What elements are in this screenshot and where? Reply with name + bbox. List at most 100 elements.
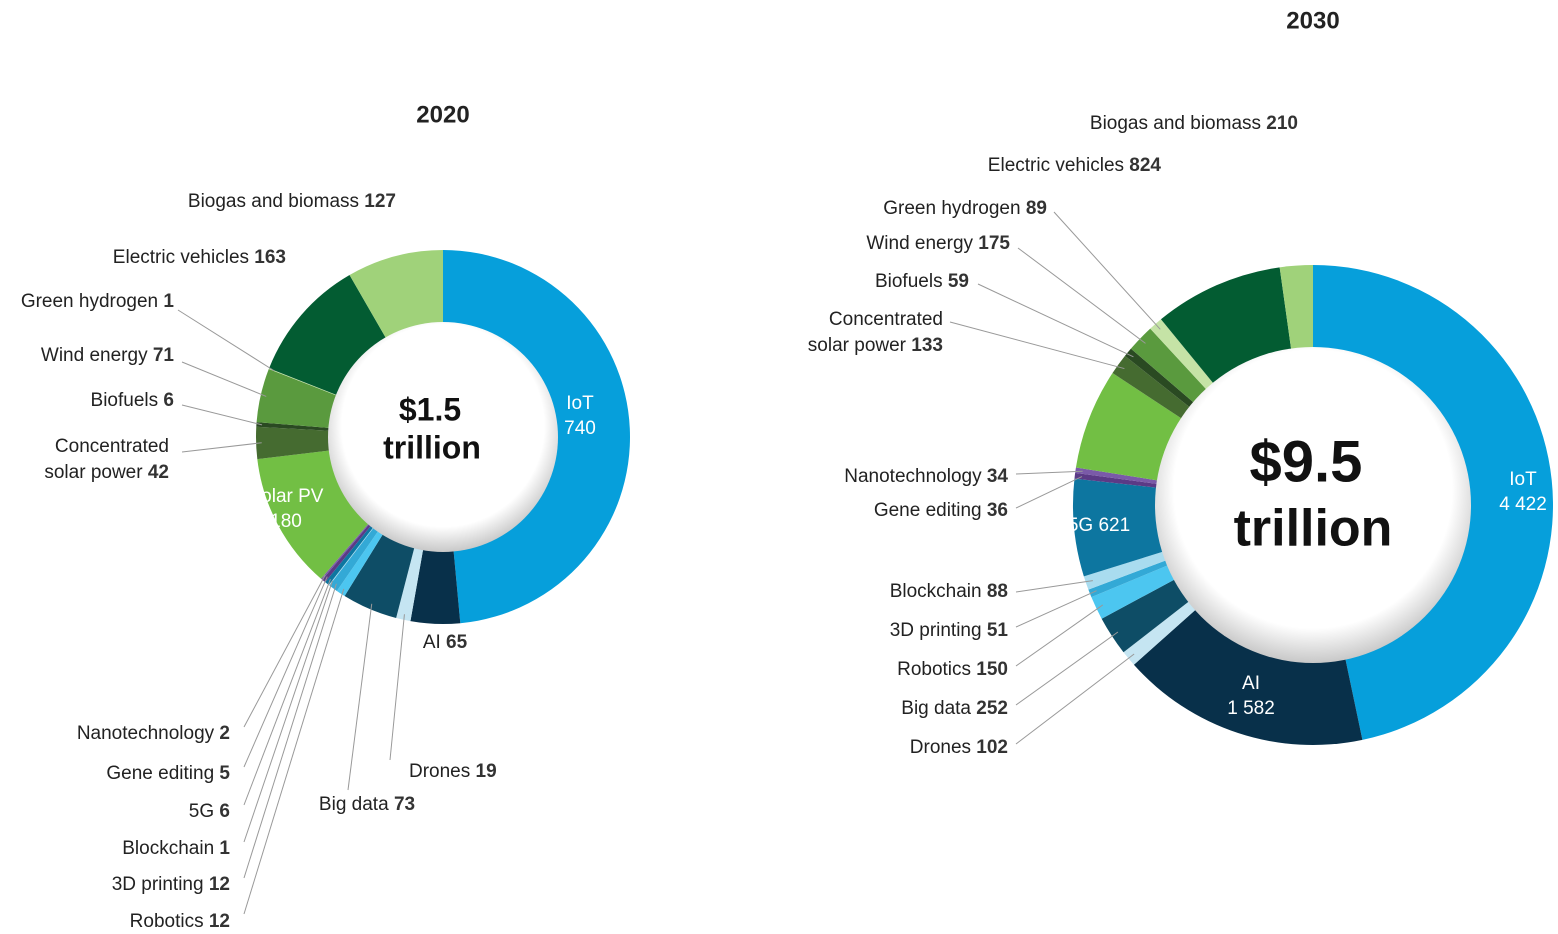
leader-line (1015, 604, 1104, 667)
value-label: 621 (1098, 515, 1130, 536)
category-name: Electric vehicles (113, 247, 249, 268)
slice-label: Gene editing 36 (874, 500, 1008, 521)
chart-title: 2020 (416, 101, 469, 128)
slice-label: Drones 19 (409, 761, 497, 782)
value-label: 210 (1266, 113, 1298, 134)
slice-label: 3D printing 51 (890, 620, 1009, 641)
category-name: Biofuels (91, 390, 159, 411)
value-label: 34 (987, 466, 1009, 487)
value-label: 1 (219, 838, 230, 859)
value-label: 4 422 (1499, 494, 1547, 515)
leader-line (1015, 580, 1093, 593)
value-label: 252 (976, 698, 1008, 719)
category-name: 3D printing (890, 620, 982, 641)
value-label: 824 (1129, 155, 1161, 176)
category-name: Biofuels (875, 271, 943, 292)
leader-line (243, 579, 331, 806)
slice-label: Robotics 150 (897, 659, 1008, 680)
leader-line (181, 404, 263, 426)
category-name: Robotics (897, 659, 971, 680)
value-label: 65 (446, 632, 468, 653)
category-name: Drones (910, 737, 971, 758)
slice-label: Concentrated (55, 436, 169, 457)
leader-line (977, 283, 1134, 358)
category-name: Gene editing (106, 763, 214, 784)
donut-chart: 2030 $9.5 trillion IoT 4 422 AI 1 582 Drones 10… (808, 7, 1554, 758)
slice-label: solar power 133 (808, 335, 943, 356)
slice-label: 3D printing 12 (112, 874, 230, 895)
value-label: 51 (987, 620, 1009, 641)
value-label: 2 (219, 723, 230, 744)
category-name: Green hydrogen (883, 198, 1020, 219)
category-name: Big data (901, 698, 971, 719)
value-label: 6 (163, 390, 174, 411)
category-name: Biogas and biomass (1090, 113, 1261, 134)
category-name: Big data (319, 794, 389, 815)
leader-line (1015, 476, 1083, 509)
value-label: 12 (209, 874, 230, 895)
donut-hole (1155, 347, 1471, 663)
category-name: 5G (1068, 515, 1093, 536)
slice-label: IoT (566, 393, 594, 414)
slice-label: Electric vehicles 824 (988, 155, 1162, 176)
slice-label: Nanotechnology 34 (844, 466, 1008, 487)
leader-line (1015, 470, 1083, 475)
slice-label: Big data 73 (319, 794, 415, 815)
center-label: $9.5 (1250, 429, 1363, 494)
leader-line (389, 614, 405, 761)
leader-line (243, 580, 333, 843)
leader-line (243, 576, 328, 768)
leader-line (1053, 211, 1161, 330)
slice-label: Biogas and biomass 210 (1090, 113, 1298, 134)
slice-label: Big data 252 (901, 698, 1008, 719)
category-name: Robotics (130, 911, 204, 932)
value-label: 641 (1041, 419, 1073, 440)
value-label: 19 (476, 761, 497, 782)
slice-label: Drones 102 (910, 737, 1008, 758)
leader-line (1015, 590, 1097, 628)
value-label: 180 (270, 511, 302, 532)
center-label: trillion (1234, 500, 1393, 558)
center-label: trillion (383, 429, 481, 465)
center-label: $1.5 (399, 391, 461, 427)
slice-label: Green hydrogen 89 (883, 198, 1047, 219)
category-name: Wind energy (866, 233, 973, 254)
value-label: 89 (1026, 198, 1047, 219)
leader-line (1015, 631, 1119, 706)
category-name: Wind energy (41, 345, 148, 366)
value-label: 1 (163, 291, 174, 312)
slice-label: Wind energy 71 (41, 345, 175, 366)
slice-label: Biogas and biomass 127 (188, 191, 396, 212)
leader-line (181, 442, 262, 453)
category-name: 5G (189, 801, 214, 822)
value-label: 59 (948, 271, 969, 292)
donut-hole (328, 322, 558, 552)
leader-line (1015, 653, 1135, 745)
value-label: 175 (978, 233, 1010, 254)
slice-label: Biofuels 59 (875, 271, 969, 292)
category-name: Green hydrogen (21, 291, 158, 312)
leader-line (949, 321, 1125, 370)
value-label: 12 (209, 911, 230, 932)
leader-line (243, 583, 337, 879)
value-label: 5 (219, 763, 230, 784)
slice-label: Solar PV (249, 486, 324, 507)
value-label: 1 582 (1227, 698, 1275, 719)
slice-label: AI (1242, 673, 1260, 694)
slice-label: Electric vehicles 163 (113, 247, 286, 268)
value-label: 42 (148, 462, 169, 483)
value-label: 133 (911, 335, 943, 356)
value-label: 36 (987, 500, 1008, 521)
value-label: 88 (987, 581, 1008, 602)
category-name: Blockchain (122, 838, 214, 859)
value-label: 150 (976, 659, 1008, 680)
category-name: Blockchain (890, 581, 982, 602)
slice-label: solar power 42 (44, 462, 169, 483)
slice-label: Robotics 12 (130, 911, 230, 932)
leader-line (181, 361, 267, 397)
category-name: Drones (409, 761, 470, 782)
slice-label: IoT (1509, 469, 1537, 490)
category-name: 3D printing (112, 874, 204, 895)
category-name: AI (423, 632, 441, 653)
